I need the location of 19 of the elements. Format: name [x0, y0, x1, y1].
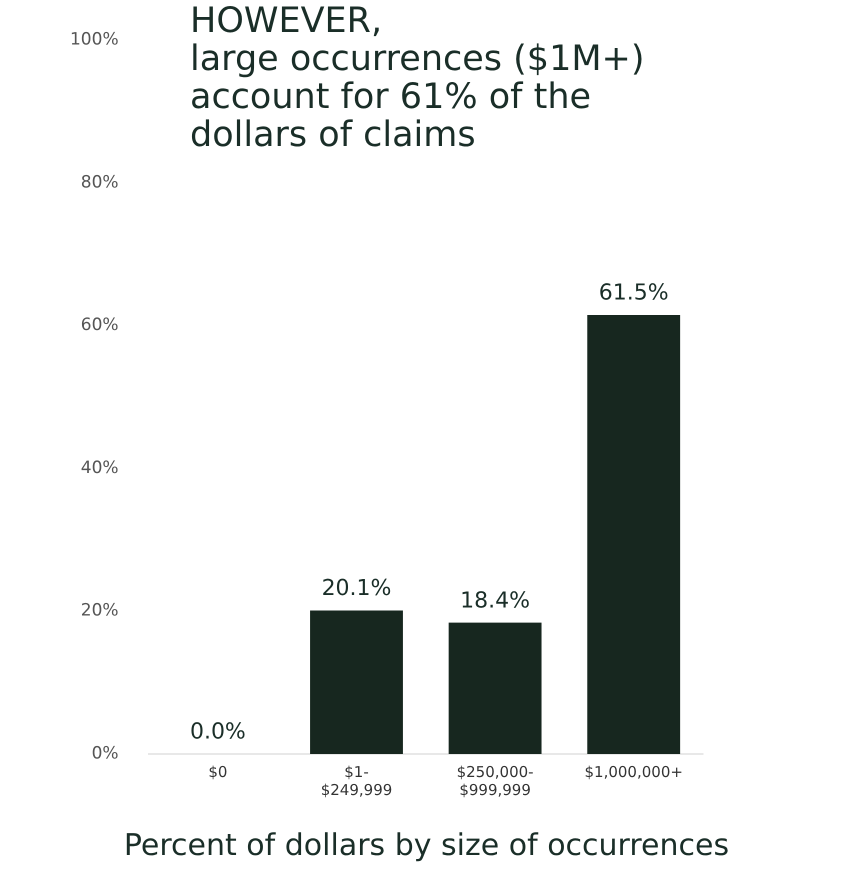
text: HOWEVER, large occurrences ($1M+) account for 61% of the dollars of claims	[190, 1, 645, 155]
bar	[587, 315, 680, 754]
y-tick-label: 40%	[80, 458, 119, 478]
data-label: 20.1%	[322, 576, 392, 602]
y-tick-label: 20%	[80, 600, 119, 621]
x-tick-label: $0	[208, 762, 228, 781]
data-label: 0.0%	[190, 720, 246, 745]
x-axis-title: Percent of dollars by size of occurrences	[122, 828, 730, 863]
data-label: 18.4%	[460, 588, 530, 614]
y-tick-label: 80%	[80, 172, 119, 192]
data-label: 61.5%	[598, 280, 669, 306]
y-tick-label: 60%	[80, 315, 119, 336]
bar	[310, 610, 403, 754]
x-tick-label: $1- $249,999	[320, 762, 392, 799]
x-tick-label: $250,000- $999,999	[456, 762, 534, 799]
y-tick-label: 0%	[92, 743, 119, 764]
x-tick-label: $1,000,000+	[584, 762, 683, 781]
bar	[448, 622, 542, 754]
y-tick-label: 100%	[70, 30, 119, 50]
